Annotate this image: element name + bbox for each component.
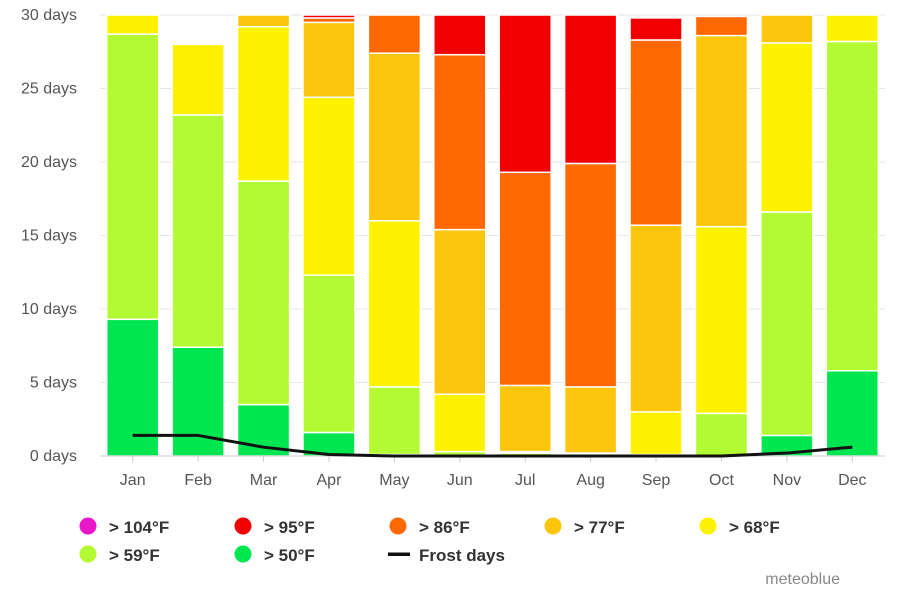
y-tick-label: 30 days <box>21 7 77 24</box>
y-tick-label: 15 days <box>21 228 77 245</box>
x-tick-label: Jul <box>515 472 535 489</box>
bar-segment[interactable] <box>433 14 487 56</box>
x-tick-label: Dec <box>838 472 866 489</box>
legend-label: > 86°F <box>419 518 470 537</box>
frost-days-line-layer <box>132 433 853 458</box>
legend-label: > 77°F <box>574 518 625 537</box>
y-tick-label: 10 days <box>21 301 77 318</box>
y-tick-label: 0 days <box>30 448 77 465</box>
bar-segment[interactable] <box>498 14 552 174</box>
bar-segment[interactable] <box>825 40 880 372</box>
bar-segment[interactable] <box>629 224 683 413</box>
bar-segment[interactable] <box>105 33 160 321</box>
bar-segment[interactable] <box>171 114 225 348</box>
x-tick-label: Feb <box>184 472 212 489</box>
legend-item[interactable]: > 95°F <box>234 517 315 538</box>
bar-segment[interactable] <box>563 14 618 165</box>
bar-segment[interactable] <box>302 274 356 434</box>
legend-swatch <box>389 517 407 535</box>
bar-segment[interactable] <box>367 386 422 456</box>
legend-swatch <box>388 552 410 556</box>
bar-segment[interactable] <box>367 52 422 222</box>
bar-segment[interactable] <box>629 17 683 41</box>
legend-item[interactable]: > 104°F <box>79 517 170 538</box>
bar-segment[interactable] <box>760 211 814 437</box>
legend-swatch <box>234 517 252 535</box>
legend-swatch <box>79 517 97 535</box>
x-tick-label: Aug <box>576 472 604 489</box>
x-tick-label: Oct <box>709 472 734 489</box>
bar-segment[interactable] <box>825 14 880 43</box>
legend-item[interactable]: > 59°F <box>79 545 160 566</box>
bar-segment[interactable] <box>760 42 814 213</box>
bar-segment[interactable] <box>694 225 749 415</box>
y-tick-label: 25 days <box>21 81 77 98</box>
x-tick-label: Apr <box>317 472 343 489</box>
legend-label: Frost days <box>419 546 505 565</box>
bar-segment[interactable] <box>498 384 552 453</box>
frost-days-line[interactable] <box>132 433 853 458</box>
legend-item[interactable]: > 86°F <box>389 517 470 538</box>
legend-label: > 59°F <box>109 546 160 565</box>
legend-swatch <box>699 517 717 535</box>
bar-segment[interactable] <box>694 34 749 228</box>
bar-segment[interactable] <box>236 14 291 28</box>
bar-segment[interactable] <box>760 14 814 44</box>
x-tick-label: Sep <box>642 472 671 489</box>
axes: 0 days 5 days 10 days 15 days 20 days 25 days… <box>21 7 885 489</box>
bar-segment[interactable] <box>694 15 749 37</box>
bar-segment[interactable] <box>694 412 749 457</box>
x-tick-label: Mar <box>250 472 278 489</box>
bar-segment[interactable] <box>629 411 683 456</box>
bar-segment[interactable] <box>433 228 487 396</box>
bar-segment[interactable] <box>563 162 618 388</box>
bar-segment[interactable] <box>302 96 356 276</box>
bar-segment[interactable] <box>433 53 487 231</box>
bar-segment[interactable] <box>367 14 422 54</box>
legend-item[interactable]: > 68°F <box>699 517 780 538</box>
legend-item[interactable]: > 50°F <box>234 545 315 566</box>
legend-swatch <box>544 517 562 535</box>
bar-segment[interactable] <box>498 171 552 387</box>
legend-swatch <box>234 545 252 563</box>
bar-segment[interactable] <box>563 386 618 454</box>
bar-segment[interactable] <box>367 220 422 388</box>
bar-segment[interactable] <box>236 26 291 182</box>
x-tick-label: Jan <box>120 472 146 489</box>
legend-swatch <box>79 545 97 563</box>
bar-segment[interactable] <box>302 14 356 19</box>
gridlines <box>100 14 885 457</box>
legend[interactable]: > 104°F > 95°F > 86°F > 77°F > 68°F > 59°F > 5… <box>79 517 780 566</box>
legend-label: > 68°F <box>729 518 780 537</box>
bar-segment[interactable] <box>433 393 487 453</box>
x-tick-label: May <box>379 472 409 489</box>
bar-segment[interactable] <box>171 43 225 116</box>
y-tick-label: 5 days <box>30 375 77 392</box>
legend-item[interactable]: > 77°F <box>544 517 625 538</box>
chart-credit[interactable]: meteoblue <box>765 571 840 588</box>
y-tick-label: 20 days <box>21 154 77 171</box>
legend-label: > 104°F <box>109 518 169 537</box>
bar-segment[interactable] <box>105 14 160 35</box>
bar-segment[interactable] <box>236 180 291 406</box>
bar-segment[interactable] <box>825 369 880 457</box>
x-tick-label: Jun <box>447 472 473 489</box>
bar-segment[interactable] <box>629 39 683 226</box>
bar-segment[interactable] <box>302 21 356 99</box>
legend-label: > 50°F <box>264 546 315 565</box>
x-tick-label: Nov <box>773 472 801 489</box>
legend-label: > 95°F <box>264 518 315 537</box>
legend-item[interactable]: Frost days <box>388 546 505 565</box>
